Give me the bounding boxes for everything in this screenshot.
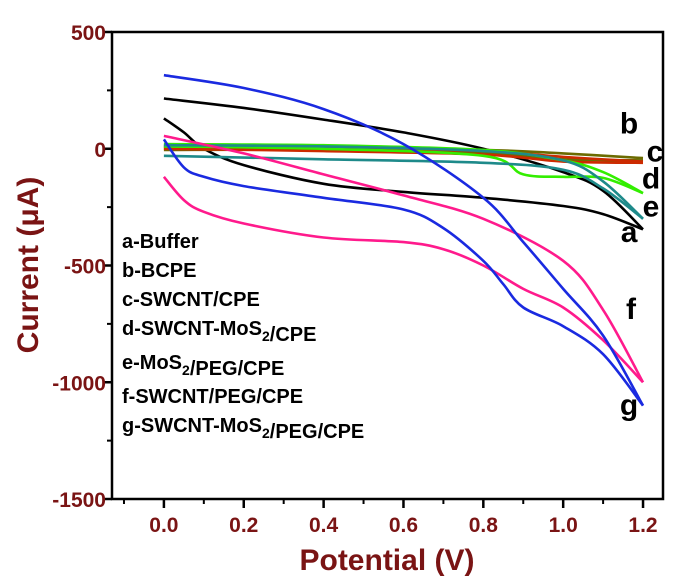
curve-label-d: d <box>642 162 660 195</box>
curve-f-lower <box>162 175 644 384</box>
curve-label-a: a <box>621 216 638 249</box>
x-axis-title: Potential (V) <box>299 544 474 577</box>
x-tick-label: 1.0 <box>549 514 578 537</box>
curve-label-c: c <box>647 136 664 169</box>
legend-entry: g-SWCNT-MoS2/PEG/CPE <box>122 415 364 443</box>
legend: a-Buffer b-BCPE c-SWCNT/CPE d-SWCNT-MoS2/CP… <box>122 231 364 443</box>
y-tick-label: -1000 <box>52 372 106 395</box>
curve-e-lower <box>163 154 644 220</box>
curve-label-b: b <box>620 108 638 141</box>
y-tick-label: -500 <box>64 256 106 279</box>
y-axis-title: Current (μA) <box>12 177 45 354</box>
y-tick-label: 0 <box>94 139 106 162</box>
curve-label-f: f <box>626 293 637 326</box>
curve-f-upper <box>163 134 645 383</box>
curve-label-e: e <box>643 190 660 223</box>
x-tick-label: 0.4 <box>309 514 339 537</box>
y-tick-label: -1500 <box>52 489 106 512</box>
legend-entry: d-SWCNT-MoS2/CPE <box>122 318 316 346</box>
legend-entry: f-SWCNT/PEG/CPE <box>122 386 303 408</box>
x-tick-label: 0.0 <box>149 514 178 537</box>
x-tick-label: 1.2 <box>628 514 657 537</box>
curve-label-g: g <box>620 389 638 422</box>
x-tick-label: 0.8 <box>469 514 499 537</box>
y-axis-ticks: 500 0 -500 -1000 -1500 <box>52 22 112 512</box>
legend-entry: e-MoS2/PEG/CPE <box>122 352 284 380</box>
x-tick-label: 0.6 <box>389 514 418 537</box>
curve-g-lower <box>162 138 645 407</box>
curve-e-upper <box>163 143 644 220</box>
x-tick-label: 0.2 <box>229 514 258 537</box>
legend-entry: c-SWCNT/CPE <box>122 289 260 311</box>
curve-a-upper <box>163 97 644 231</box>
legend-entry: b-BCPE <box>122 260 196 282</box>
x-axis-ticks: 0.0 0.2 0.4 0.6 0.8 1.0 1.2 <box>122 499 658 537</box>
y-tick-label: 500 <box>71 22 106 45</box>
curves-layer <box>162 73 645 407</box>
curve-g-upper <box>163 73 645 407</box>
legend-entry: a-Buffer <box>122 231 199 253</box>
